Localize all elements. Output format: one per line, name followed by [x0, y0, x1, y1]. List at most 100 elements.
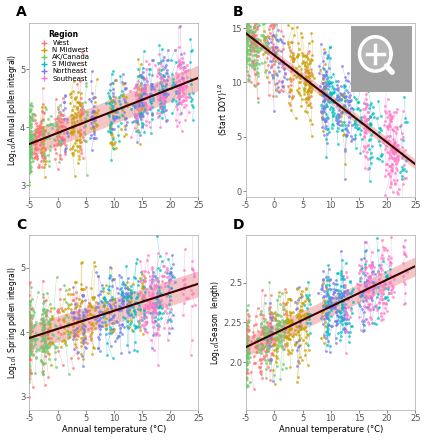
- Point: [150, 305, 157, 312]
- Point: [35, 289, 42, 296]
- Point: [253, 48, 259, 55]
- Point: [79, 106, 86, 113]
- Point: [147, 97, 154, 104]
- Point: [36, 130, 43, 137]
- Point: [161, 93, 168, 100]
- X-axis label: Annual temperature (°C): Annual temperature (°C): [62, 425, 166, 434]
- Point: [121, 80, 127, 87]
- Point: [132, 309, 139, 316]
- Point: [402, 289, 409, 296]
- Point: [316, 88, 323, 95]
- Point: [188, 102, 195, 109]
- Point: [365, 87, 372, 94]
- Point: [138, 86, 145, 93]
- Point: [273, 335, 280, 342]
- Point: [243, 36, 250, 43]
- Point: [263, 73, 270, 81]
- Point: [191, 301, 198, 308]
- Point: [178, 87, 185, 94]
- Point: [349, 136, 356, 143]
- Point: [141, 95, 148, 102]
- Point: [160, 90, 167, 97]
- Point: [53, 120, 60, 127]
- Point: [177, 63, 184, 70]
- Point: [382, 103, 389, 110]
- Point: [59, 95, 66, 102]
- Point: [26, 102, 33, 109]
- Point: [323, 68, 330, 75]
- Point: [325, 321, 331, 328]
- Point: [249, 333, 256, 340]
- Point: [55, 306, 62, 313]
- Point: [320, 92, 327, 99]
- Point: [400, 134, 407, 141]
- Point: [80, 316, 87, 323]
- Point: [383, 274, 390, 281]
- Point: [142, 274, 149, 281]
- Point: [27, 328, 34, 335]
- Point: [40, 156, 46, 163]
- Point: [144, 319, 151, 326]
- Point: [135, 100, 141, 107]
- Point: [327, 286, 334, 293]
- Point: [293, 313, 300, 320]
- Point: [41, 128, 48, 135]
- Point: [96, 317, 103, 324]
- Point: [387, 117, 394, 125]
- Point: [394, 106, 400, 113]
- Point: [391, 158, 398, 165]
- Point: [112, 113, 119, 120]
- Point: [184, 295, 191, 302]
- Point: [252, 82, 259, 89]
- Point: [249, 0, 256, 6]
- Point: [147, 294, 154, 301]
- Point: [142, 118, 149, 125]
- Point: [146, 303, 153, 310]
- Point: [378, 283, 385, 290]
- Point: [272, 315, 279, 323]
- Point: [39, 85, 46, 92]
- Point: [254, 26, 261, 33]
- Point: [26, 350, 33, 357]
- Point: [135, 95, 142, 102]
- Point: [134, 256, 141, 263]
- Point: [130, 280, 136, 287]
- Point: [266, 326, 273, 334]
- Point: [328, 293, 334, 300]
- Point: [26, 317, 33, 324]
- Point: [160, 86, 167, 93]
- Point: [155, 296, 162, 303]
- Point: [26, 337, 33, 344]
- Point: [71, 113, 78, 120]
- Point: [281, 71, 288, 78]
- Point: [134, 104, 141, 111]
- Point: [26, 371, 33, 378]
- Point: [137, 317, 144, 324]
- Point: [91, 114, 98, 121]
- Point: [285, 318, 292, 325]
- Point: [317, 335, 324, 342]
- Point: [342, 304, 349, 311]
- Point: [380, 281, 387, 288]
- Point: [65, 329, 72, 336]
- Point: [288, 319, 295, 326]
- Point: [27, 311, 34, 318]
- Point: [26, 342, 33, 349]
- Point: [387, 162, 394, 169]
- Point: [252, 51, 259, 58]
- Point: [138, 314, 144, 321]
- Point: [63, 128, 70, 135]
- Point: [117, 119, 124, 126]
- Point: [187, 286, 194, 293]
- Point: [134, 114, 141, 121]
- Point: [189, 290, 196, 297]
- Point: [289, 55, 296, 62]
- Point: [27, 327, 34, 334]
- Point: [326, 78, 333, 85]
- Point: [159, 304, 166, 311]
- Point: [259, 346, 266, 353]
- Point: [107, 126, 114, 133]
- Point: [341, 310, 348, 317]
- Point: [46, 326, 52, 334]
- Point: [393, 130, 400, 137]
